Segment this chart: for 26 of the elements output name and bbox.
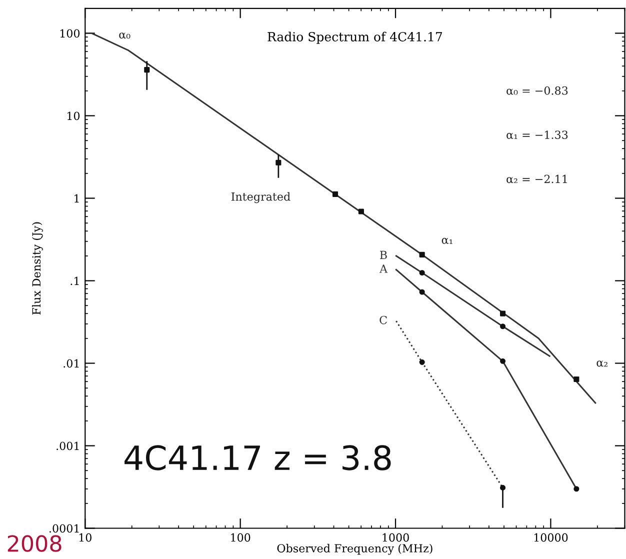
y-axis-title: Flux Density (Jy): [32, 222, 43, 315]
x-axis-title: Observed Frequency (MHz): [277, 544, 432, 555]
y-tick-label: 100: [60, 29, 80, 38]
x-tick-label: 1000: [382, 533, 409, 542]
series-label: B: [380, 250, 387, 259]
series-label: C: [380, 316, 387, 324]
annotation: Integrated: [231, 192, 290, 204]
annotation: α₀ = −0.83: [506, 86, 568, 95]
annotation: α₀: [119, 32, 130, 39]
y-tick-label: 10: [67, 112, 80, 120]
annotation: α₁ = −1.33: [506, 130, 568, 139]
x-tick-label: 10: [79, 533, 92, 542]
annotation: α₂ = −2.11: [506, 174, 567, 184]
y-tick-label: .0001: [50, 524, 79, 533]
y-tick-label: .001: [56, 442, 79, 450]
text: Radio Spectrum of 4C41.17: [268, 32, 442, 44]
x-tick-label: 100: [231, 533, 250, 542]
text: 2008: [8, 535, 62, 552]
series-label: A: [379, 264, 388, 273]
annotation: α₂: [596, 360, 608, 367]
y-tick-label: .1: [70, 276, 79, 286]
y-tick-label: .01: [64, 359, 79, 368]
annotation: 4C41.17 z = 3.8: [124, 445, 391, 470]
annotation: α₁: [442, 238, 452, 244]
y-tick-label: 1: [74, 194, 79, 202]
x-tick-label: 10000: [534, 533, 568, 542]
